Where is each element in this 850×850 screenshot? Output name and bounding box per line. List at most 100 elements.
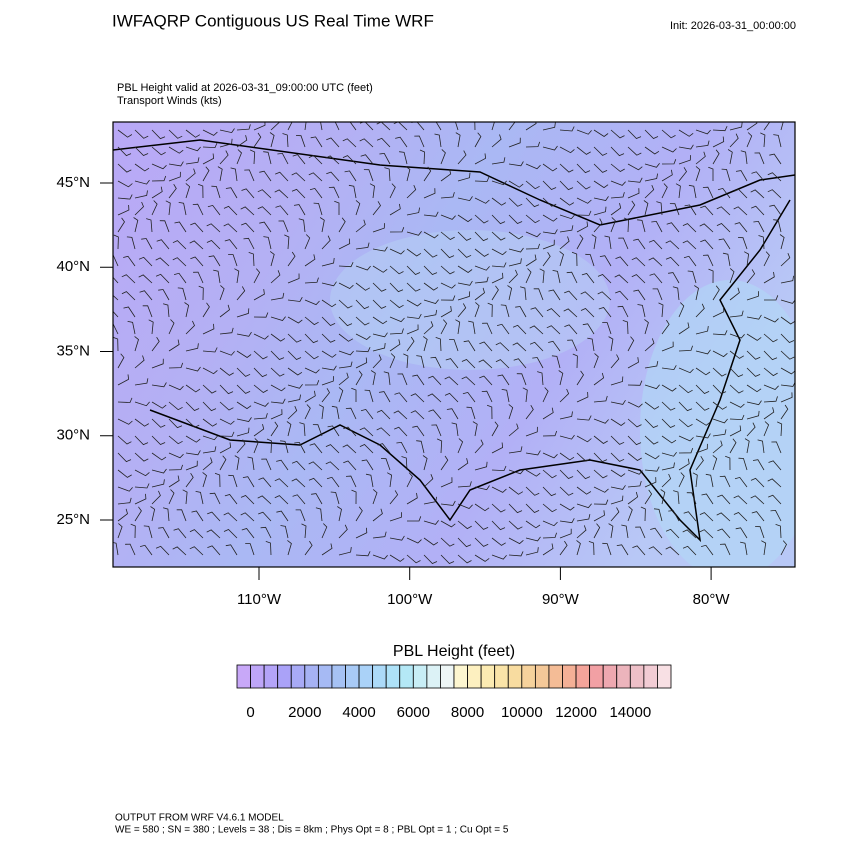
wind-barb <box>355 370 363 386</box>
wind-barb <box>567 339 578 352</box>
colorbar-box <box>304 664 319 689</box>
wind-barb <box>219 304 230 318</box>
wind-barb <box>487 302 493 318</box>
wind-barb <box>474 248 489 257</box>
wind-barb <box>117 374 130 386</box>
wind-barb <box>151 336 160 352</box>
wind-barb <box>546 325 561 335</box>
wind-barb <box>729 310 744 318</box>
wind-barb <box>117 435 132 445</box>
wind-barb <box>412 425 425 437</box>
wind-barb <box>576 129 592 135</box>
wind-barb <box>376 409 391 420</box>
wind-barb <box>576 469 591 480</box>
wind-barb <box>202 302 210 318</box>
wind-barb <box>542 532 557 539</box>
wind-barb <box>245 543 255 556</box>
wind-barb <box>389 248 405 255</box>
wind-barb <box>445 358 459 369</box>
wind-barb <box>275 171 289 182</box>
wind-barb <box>508 180 524 188</box>
wind-barb <box>708 166 714 181</box>
wind-barb <box>734 476 748 488</box>
wind-barb <box>678 322 690 335</box>
wind-barb <box>253 333 269 340</box>
wind-barb <box>618 237 629 250</box>
wind-barb <box>253 312 269 318</box>
subtitle: Transport Winds (kts) <box>117 95 222 107</box>
wind-barb <box>202 367 218 375</box>
wind-barb <box>767 478 782 488</box>
wind-barb <box>423 554 438 564</box>
wind-barb <box>138 274 153 284</box>
wind-barb <box>708 268 714 284</box>
wind-barb <box>134 418 150 427</box>
wind-barb <box>729 350 745 359</box>
wind-barb <box>701 493 714 505</box>
wind-barb <box>755 526 765 539</box>
wind-barb <box>275 205 289 216</box>
lat-label: 40°N <box>56 258 90 275</box>
wind-barb <box>165 200 171 216</box>
wind-barb <box>525 536 541 542</box>
wind-barb <box>287 540 292 556</box>
wind-barb <box>372 265 388 273</box>
wind-barb <box>457 303 467 318</box>
wind-barb <box>491 248 507 256</box>
wind-barb <box>744 438 750 454</box>
wind-barb <box>735 527 748 539</box>
wind-barb <box>355 347 371 353</box>
wind-barb <box>722 252 731 267</box>
wind-barb <box>593 510 605 522</box>
wind-barb <box>508 423 519 437</box>
wind-barb <box>495 359 510 369</box>
wind-barb <box>683 511 697 522</box>
wind-barb <box>190 222 204 233</box>
wind-barb <box>351 489 357 505</box>
map-frame <box>112 121 796 568</box>
wind-barb <box>712 330 728 336</box>
wind-barb <box>661 319 670 335</box>
wind-barb <box>287 316 303 324</box>
wind-barb <box>559 180 574 191</box>
wind-barb <box>197 183 204 199</box>
wind-barb <box>631 257 646 267</box>
wind-barb <box>752 459 765 471</box>
wind-barb <box>151 146 166 156</box>
wind-barb <box>576 221 589 233</box>
wind-barb <box>525 486 540 496</box>
coastline <box>149 199 791 543</box>
wind-barb <box>508 503 523 514</box>
wind-barb <box>151 129 166 140</box>
wind-barb <box>405 166 411 182</box>
wind-barb <box>393 410 408 420</box>
wind-barb <box>155 545 170 556</box>
wind-barb <box>457 291 471 301</box>
wind-barb <box>457 481 472 488</box>
wind-barb <box>593 180 609 189</box>
wind-barb <box>610 399 626 405</box>
wind-barb <box>304 390 316 403</box>
wind-barb <box>338 238 351 250</box>
wind-barb <box>304 316 319 326</box>
wind-barb <box>558 370 564 386</box>
wind-barb <box>508 551 524 557</box>
wind-barb <box>435 122 442 131</box>
wind-barb <box>559 411 573 420</box>
wind-barb <box>304 234 311 250</box>
wind-barb <box>416 440 425 454</box>
wind-barb <box>134 146 149 156</box>
colorbar-box <box>480 664 496 689</box>
wind-barb <box>604 235 612 250</box>
wind-barb <box>141 238 153 250</box>
wind-barb <box>247 456 255 471</box>
wind-barb <box>542 251 551 267</box>
wind-barb <box>627 506 633 522</box>
colorbar-label: 8000 <box>451 704 484 721</box>
wind-barb <box>219 384 234 395</box>
wind-barb <box>649 273 663 284</box>
wind-barb <box>168 435 183 445</box>
wind-barb <box>387 472 393 488</box>
wind-barb <box>461 376 476 386</box>
wind-barb <box>219 350 235 356</box>
